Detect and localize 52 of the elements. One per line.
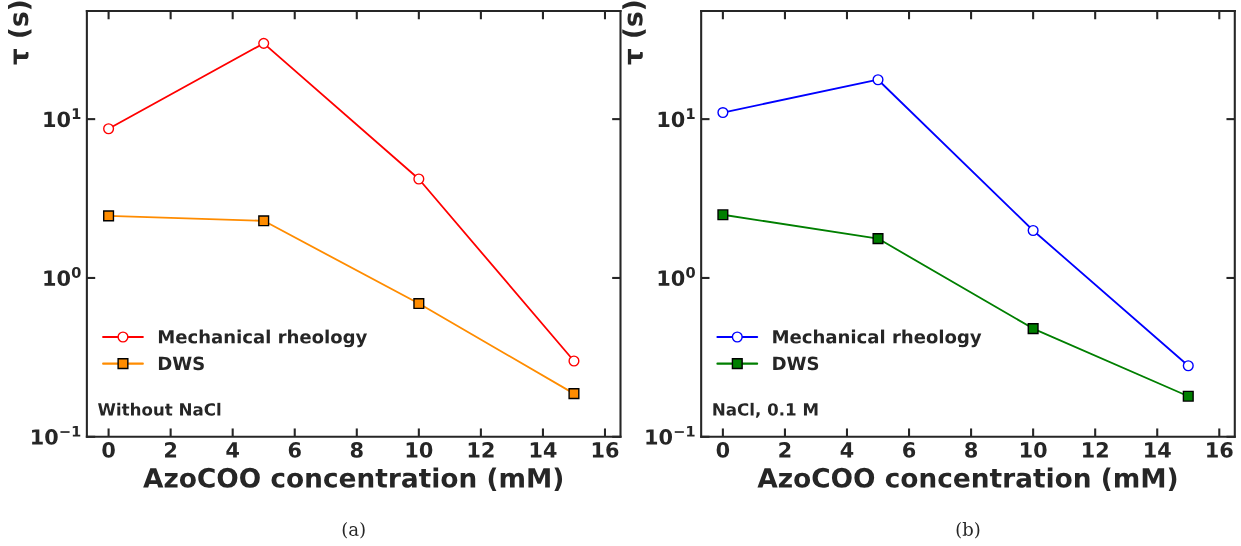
point	[103, 123, 115, 135]
point	[1027, 323, 1039, 335]
point	[258, 215, 270, 227]
point	[717, 106, 729, 119]
text: (b)	[956, 521, 980, 539]
y-tick-label: 10$^{1}$	[44, 108, 81, 128]
x-tick-label: 0	[716, 442, 730, 458]
x-tick-label: 16	[592, 442, 619, 458]
legend-label: Mechanical rheology	[158, 329, 368, 348]
point	[872, 233, 884, 245]
point	[1182, 390, 1194, 402]
x-tick-label: 8	[350, 442, 363, 458]
x-tick-label: 0	[102, 442, 115, 458]
x-axis-title: AzoCOO concentration (mM)	[757, 467, 1177, 491]
x-tick-label: 10	[1020, 442, 1047, 458]
point	[568, 388, 580, 400]
point	[413, 173, 425, 185]
x-tick-label: 4	[226, 442, 239, 458]
y-tick-label: 10$^{0}$	[44, 266, 81, 287]
y-axis-title: τ (s)	[622, 1, 646, 65]
legend-label: Mechanical rheology	[773, 329, 982, 348]
x-tick-label: 10	[406, 442, 433, 458]
x-tick-label: 4	[840, 442, 854, 458]
x-tick-label: 16	[1207, 442, 1233, 458]
point	[1182, 360, 1194, 372]
x-tick-label: 12	[1083, 442, 1108, 458]
text: (a)	[342, 521, 365, 539]
legend-label: DWS	[773, 356, 819, 371]
annotation: Without NaCl	[98, 402, 221, 416]
x-tick-label: 14	[1145, 442, 1171, 458]
x-tick-label: 14	[530, 442, 557, 458]
annotation: NaCl, 0.1 M	[713, 402, 818, 418]
x-tick-label: 12	[468, 442, 494, 458]
point	[1027, 224, 1039, 237]
x-tick-label: 6	[288, 442, 301, 458]
x-axis-title: AzoCOO concentration (mM)	[143, 467, 563, 491]
y-tick-label: 10$^{−1}$	[32, 425, 81, 445]
y-tick-label: 10$^{−1}$	[646, 425, 695, 445]
y-tick-label: 10$^{1}$	[658, 108, 695, 128]
legend-label: DWS	[158, 356, 204, 371]
x-tick-label: 2	[779, 442, 791, 458]
point	[872, 74, 884, 86]
point	[717, 209, 729, 221]
point	[413, 298, 425, 310]
y-tick-label: 10$^{0}$	[658, 266, 695, 287]
point	[568, 355, 580, 367]
x-tick-label: 2	[165, 442, 177, 458]
y-axis-title: τ (s)	[8, 1, 32, 65]
x-tick-label: 6	[903, 442, 916, 458]
point	[103, 210, 115, 222]
x-tick-label: 8	[965, 442, 978, 458]
point	[258, 37, 270, 49]
